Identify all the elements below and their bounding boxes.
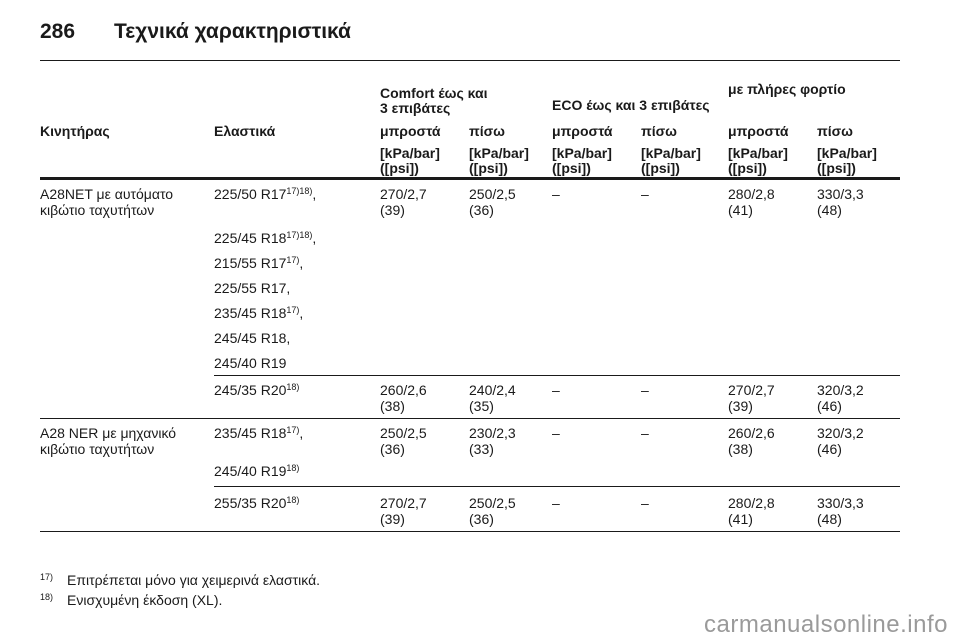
- tyre-size: 225/55 R17,: [214, 280, 291, 296]
- table-bottom-rule: [40, 531, 900, 532]
- engine-column-header: Κινητήρας: [40, 123, 110, 139]
- engine-cell: A28NET με αυτόματο κιβώτιο ταχυτήτων: [40, 186, 174, 218]
- eco-front-header: μπροστά: [552, 123, 613, 139]
- tyre-size: 245/40 R1918): [214, 463, 300, 479]
- row-divider: [214, 375, 900, 376]
- header-divider: [40, 177, 900, 180]
- tyre-size: 225/45 R1817)18),: [214, 230, 317, 246]
- group-comfort-header: Comfort έως και 3 επιβάτες: [380, 85, 488, 116]
- comfort-front-header: μπροστά: [380, 123, 441, 139]
- tyre-size: 245/35 R2018): [214, 382, 300, 398]
- unit-header: [kPa/bar] ([psi]): [641, 145, 701, 176]
- pressure-cell: 260/2,6 (38): [380, 382, 427, 414]
- full-load-rear-header: πίσω: [817, 123, 854, 139]
- pressure-cell: –: [641, 186, 649, 202]
- group-eco-header: ECO έως και 3 επιβάτες: [552, 97, 710, 113]
- pressure-cell: 270/2,7 (39): [380, 495, 427, 527]
- eco-rear-header: πίσω: [641, 123, 678, 139]
- pressure-cell: 280/2,8 (41): [728, 186, 775, 218]
- full-load-front-header: μπροστά: [728, 123, 789, 139]
- group-full-load-header: με πλήρες φορτίο: [728, 81, 846, 97]
- pressure-cell: 280/2,8 (41): [728, 495, 775, 527]
- row-divider: [40, 418, 900, 419]
- tyre-size: 245/45 R18,: [214, 330, 291, 346]
- footnote-17: 17) Επιτρέπεται μόνο για χειμερινά ελαστι…: [40, 572, 321, 588]
- pressure-cell: –: [552, 425, 560, 441]
- page-number: 286: [40, 20, 76, 43]
- footnote-18: 18) Ενισχυμένη έκδοση (XL).: [40, 592, 223, 608]
- unit-header: [kPa/bar] ([psi]): [469, 145, 529, 176]
- tyre-size: 235/45 R1817),: [214, 305, 304, 321]
- pressure-cell: –: [552, 186, 560, 202]
- pressure-cell: 320/3,2 (46): [817, 382, 864, 414]
- pressure-cell: 250/2,5 (36): [380, 425, 427, 457]
- watermark: carmanualsonline.info: [704, 611, 948, 638]
- pressure-cell: 330/3,3 (48): [817, 186, 864, 218]
- page-title: Τεχνικά χαρακτηριστικά: [114, 20, 351, 43]
- tyre-size: 255/35 R2018): [214, 495, 300, 511]
- title-divider: [40, 60, 900, 61]
- pressure-cell: 250/2,5 (36): [469, 186, 516, 218]
- pressure-cell: –: [641, 425, 649, 441]
- tyre-size: 225/50 R1717)18),: [214, 186, 317, 202]
- pressure-cell: 270/2,7 (39): [728, 382, 775, 414]
- pressure-cell: 330/3,3 (48): [817, 495, 864, 527]
- comfort-rear-header: πίσω: [469, 123, 506, 139]
- pressure-cell: 320/3,2 (46): [817, 425, 864, 457]
- pressure-cell: –: [641, 495, 649, 511]
- row-divider: [214, 486, 900, 487]
- unit-header: [kPa/bar] ([psi]): [728, 145, 788, 176]
- tyre-size: 215/55 R1717),: [214, 255, 304, 271]
- pressure-cell: –: [641, 382, 649, 398]
- pressure-cell: –: [552, 382, 560, 398]
- unit-header: [kPa/bar] ([psi]): [380, 145, 440, 176]
- engine-cell: A28 NER με μηχανικό κιβώτιο ταχυτήτων: [40, 425, 177, 457]
- tyre-size: 235/45 R1817),: [214, 425, 304, 441]
- unit-header: [kPa/bar] ([psi]): [552, 145, 612, 176]
- pressure-cell: 230/2,3 (33): [469, 425, 516, 457]
- pressure-cell: 250/2,5 (36): [469, 495, 516, 527]
- pressure-cell: 260/2,6 (38): [728, 425, 775, 457]
- tyre-size: 245/40 R19: [214, 355, 287, 371]
- unit-header: [kPa/bar] ([psi]): [817, 145, 877, 176]
- tyres-column-header: Ελαστικά: [214, 123, 276, 139]
- pressure-cell: 270/2,7 (39): [380, 186, 427, 218]
- pressure-cell: –: [552, 495, 560, 511]
- pressure-cell: 240/2,4 (35): [469, 382, 516, 414]
